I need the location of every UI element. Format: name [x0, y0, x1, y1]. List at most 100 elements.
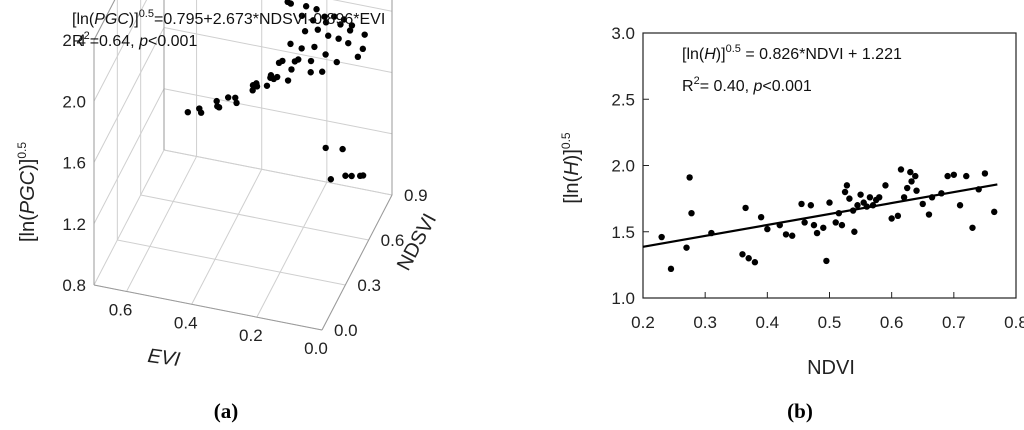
panel-a-box [93, 0, 393, 331]
panel-b-label: (b) [787, 399, 813, 423]
backwall-gridline [163, 88, 393, 135]
box-edge [93, 284, 323, 331]
data-point [835, 210, 843, 217]
x-tick-label: 0.2 [631, 313, 655, 332]
data-point [232, 94, 239, 101]
y-tick-label: 0.3 [357, 276, 381, 295]
data-point [869, 202, 877, 209]
data-point [683, 244, 690, 251]
data-point [913, 187, 920, 194]
data-point [832, 219, 839, 226]
data-point [213, 97, 220, 105]
data-point [975, 186, 982, 193]
data-point [810, 221, 818, 229]
data-point [841, 188, 849, 196]
data-point [339, 145, 346, 153]
data-point [857, 191, 864, 198]
data-point [224, 94, 232, 101]
data-point [928, 194, 936, 201]
panel-a-3d-scatter: 0.81.21.62.02.40.60.40.20.00.00.30.60.9 … [15, 0, 441, 423]
data-point [907, 168, 914, 176]
data-point [309, 17, 317, 24]
data-point [263, 82, 271, 89]
data-point [275, 59, 283, 67]
data-point [340, 16, 348, 23]
data-point [354, 53, 362, 61]
data-point [904, 184, 911, 192]
x-tick-label: 0.3 [693, 313, 717, 332]
data-point [897, 166, 905, 173]
data-point [882, 182, 889, 189]
panel-b-r2: R2= 0.40, p<0.001 [682, 75, 812, 95]
panel-a-points [184, 0, 368, 183]
data-point [287, 40, 294, 48]
y-tick-label: 0.9 [404, 186, 428, 205]
backwall-gridline [163, 27, 393, 73]
data-point [287, 0, 294, 7]
data-point [919, 200, 926, 208]
floor-gridline [191, 169, 263, 305]
x-tick-label: 0.8 [1004, 313, 1024, 332]
data-point [764, 225, 771, 233]
data-point [969, 224, 976, 231]
data-point [854, 202, 861, 209]
data-point [322, 19, 330, 26]
panel-b-ylabel: [ln(H)]0.5 [559, 132, 583, 203]
data-point [314, 26, 322, 33]
data-point [807, 202, 815, 209]
data-point [866, 194, 874, 201]
z-tick-label: 1.6 [62, 154, 86, 173]
z-tick-label: 0.8 [62, 276, 86, 295]
data-point [908, 178, 915, 185]
x-tick-label: 0.6 [109, 300, 133, 319]
data-point [346, 27, 354, 34]
y-tick-label: 1.5 [611, 223, 635, 242]
data-point [826, 199, 833, 206]
data-point [311, 43, 318, 51]
data-point [739, 251, 746, 258]
data-point [359, 45, 367, 53]
floor-gridline [140, 194, 369, 241]
data-point [267, 74, 274, 81]
data-point [751, 259, 759, 266]
data-point [798, 200, 805, 208]
x-tick-label: 0.6 [880, 313, 904, 332]
sidewall-gridline [93, 0, 148, 102]
data-point [253, 83, 261, 90]
y-tick-label: 2.0 [611, 157, 635, 176]
backwall-gridline [332, 0, 393, 12]
z-tick-label: 2.4 [62, 31, 86, 50]
data-point [925, 211, 933, 218]
panel-b-fit-line [642, 183, 998, 248]
panel-a-xlabel: EVI [146, 345, 181, 371]
data-point [894, 212, 902, 220]
box-edge [321, 194, 393, 331]
data-point [325, 32, 332, 39]
data-point [196, 105, 203, 112]
z-tick-label: 1.2 [62, 215, 86, 234]
floor-gridline [126, 156, 198, 292]
data-point [846, 195, 853, 202]
data-point [851, 228, 858, 235]
data-point [688, 210, 695, 217]
data-point [184, 108, 192, 116]
data-point [302, 3, 310, 10]
data-point [359, 172, 367, 179]
data-point [298, 12, 306, 19]
panel-b-ticks: 0.2 0.3 0.4 0.5 0.6 0.7 0.8 1.0 1.5 2.0 2.5 3.0 [611, 24, 1024, 332]
data-point [944, 172, 951, 180]
data-point [991, 208, 998, 216]
data-point [963, 172, 970, 180]
data-point [950, 171, 958, 178]
panel-b-scatter: 0.2 0.3 0.4 0.5 0.6 0.7 0.8 1.0 1.5 2.0 2.5 3.0 [ln… [559, 24, 1024, 423]
data-point [863, 203, 870, 210]
data-point [849, 207, 857, 214]
data-point [876, 194, 883, 201]
data-point [291, 58, 299, 65]
data-point [820, 224, 827, 231]
data-point [331, 13, 338, 20]
y-tick-label: 0.0 [334, 321, 358, 340]
data-point [667, 265, 675, 273]
x-tick-label: 0.2 [239, 326, 263, 345]
